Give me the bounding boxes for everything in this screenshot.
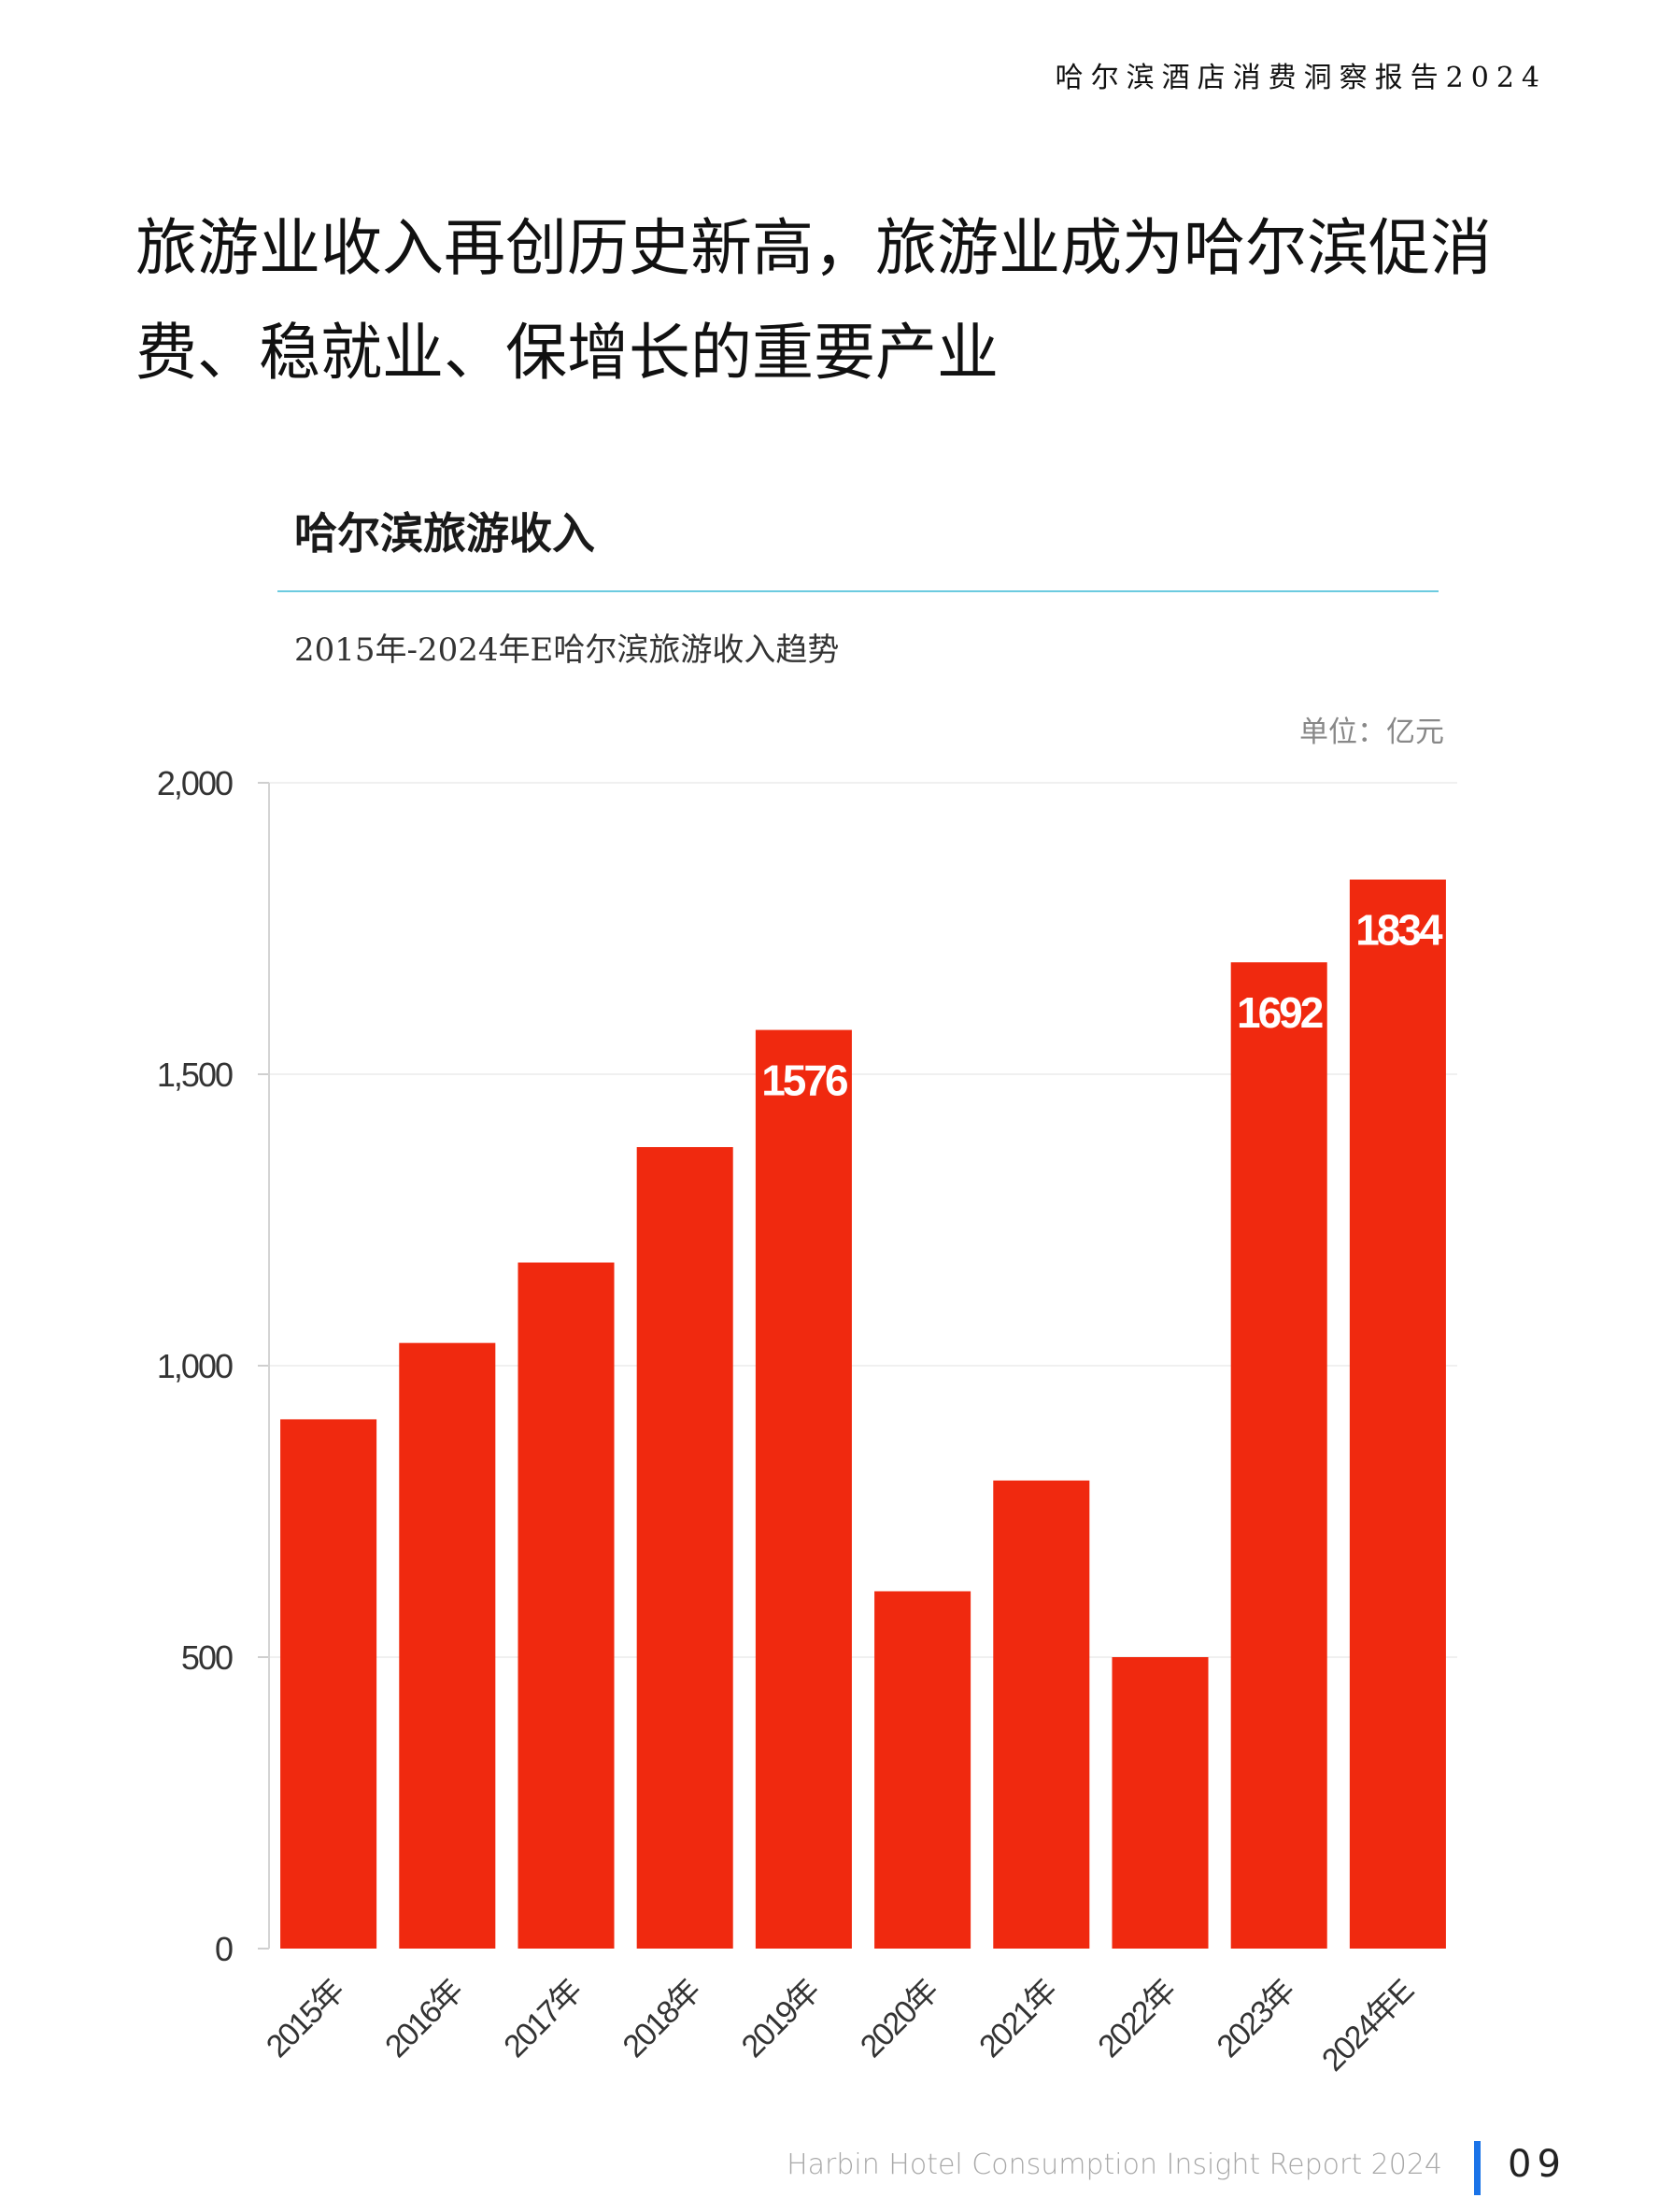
- data-label: 1576: [761, 1056, 847, 1105]
- y-tick-label: 0: [215, 1930, 233, 1968]
- bar: [1230, 962, 1327, 1949]
- bar: [399, 1342, 496, 1949]
- unit-label: 单位：亿元: [1299, 716, 1444, 749]
- y-tick-label: 500: [181, 1638, 233, 1677]
- bar: [280, 1419, 377, 1949]
- footer-report-name: Harbin Hotel Consumption Insight Report …: [787, 2148, 1442, 2181]
- footer-accent-bar: [1474, 2141, 1481, 2195]
- data-label: 1834: [1355, 906, 1443, 955]
- bar: [636, 1147, 733, 1949]
- x-tick-label: 2021年: [972, 1973, 1064, 2064]
- chart-title: 哈尔滨旅游收入: [294, 508, 595, 559]
- x-tick-label: 2023年: [1211, 1973, 1302, 2064]
- x-tick-label: 2018年: [617, 1973, 708, 2064]
- page-headline: 旅游业收入再创历史新高，旅游业成为哈尔滨促消费、稳就业、保增长的重要产业: [135, 212, 1492, 389]
- title-divider: [277, 590, 1439, 592]
- x-tick-label: 2016年: [378, 1973, 470, 2064]
- y-tick-label: 1,500: [157, 1056, 233, 1094]
- data-label: 1692: [1237, 988, 1323, 1037]
- bar: [874, 1591, 971, 1949]
- x-tick-label: 2019年: [735, 1973, 827, 2064]
- bar: [1112, 1657, 1209, 1949]
- bar: [993, 1480, 1090, 1949]
- x-tick-label: 2022年: [1091, 1973, 1183, 2064]
- chart-subtitle: 2015年-2024年E哈尔滨旅游收入趋势: [294, 631, 840, 669]
- page-number: 09: [1508, 2143, 1567, 2186]
- bar: [518, 1262, 615, 1949]
- report-title: 哈尔滨酒店消费洞察报告2024: [1055, 62, 1547, 94]
- x-tick-label: 2017年: [497, 1973, 588, 2064]
- bar: [1349, 879, 1446, 1949]
- x-tick-label: 2020年: [854, 1973, 945, 2064]
- bar: [755, 1029, 852, 1949]
- y-tick-label: 2,000: [157, 764, 233, 802]
- y-tick-label: 1,000: [157, 1347, 233, 1385]
- x-tick-label: 2024年E: [1315, 1973, 1421, 2078]
- x-tick-label: 2015年: [260, 1973, 351, 2064]
